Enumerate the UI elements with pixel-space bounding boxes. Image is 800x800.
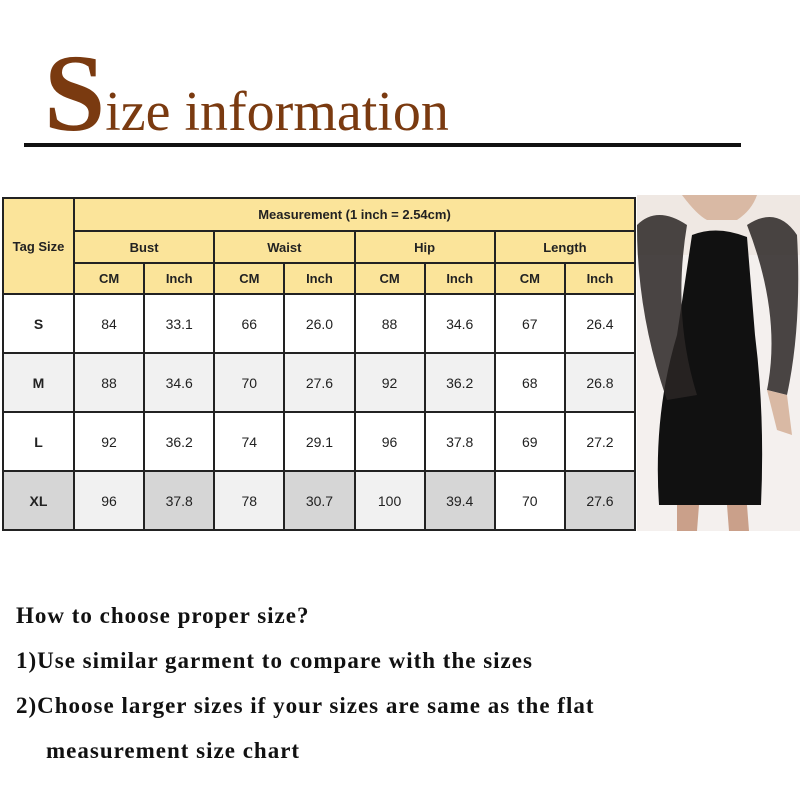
value-cell: 27.6 <box>283 352 356 413</box>
value-cell: 34.6 <box>143 352 216 413</box>
value-cell: 74 <box>213 411 286 472</box>
value-cell: 96 <box>353 411 426 472</box>
unit-header: CM <box>353 262 426 295</box>
unit-header: CM <box>493 262 566 295</box>
value-cell: 37.8 <box>143 470 216 531</box>
size-cell: M <box>2 352 75 413</box>
model-dress-photo <box>637 195 800 531</box>
value-cell: 92 <box>72 411 146 472</box>
title-divider <box>24 143 741 147</box>
value-cell: 27.2 <box>563 411 637 472</box>
value-cell: 36.2 <box>423 352 496 413</box>
tip-1: 1)Use similar garment to compare with th… <box>16 648 533 673</box>
size-cell: XL <box>2 470 75 531</box>
size-cell: S <box>2 293 75 354</box>
value-cell: 27.6 <box>563 470 637 531</box>
size-cell: L <box>2 411 75 472</box>
value-cell: 88 <box>353 293 426 354</box>
unit-header: Inch <box>563 262 637 295</box>
value-cell: 84 <box>72 293 146 354</box>
title-rest: ize information <box>105 81 449 143</box>
unit-header: Inch <box>283 262 356 295</box>
group-header: Length <box>493 230 637 264</box>
value-cell: 66 <box>213 293 286 354</box>
value-cell: 68 <box>493 352 566 413</box>
value-cell: 34.6 <box>423 293 496 354</box>
tips-heading: How to choose proper size? <box>16 603 310 628</box>
unit-header: CM <box>213 262 286 295</box>
value-cell: 88 <box>72 352 146 413</box>
tip-2: 2)Choose larger sizes if your sizes are … <box>16 693 595 718</box>
size-chart-table: Tag Size Measurement (1 inch = 2.54cm) B… <box>2 197 637 531</box>
unit-header: Inch <box>143 262 216 295</box>
value-cell: 78 <box>213 470 286 531</box>
group-header: Bust <box>72 230 216 264</box>
value-cell: 70 <box>493 470 566 531</box>
value-cell: 29.1 <box>283 411 356 472</box>
table-row: S 84 33.1 66 26.0 88 34.6 67 26.4 <box>2 293 637 354</box>
value-cell: 26.4 <box>563 293 637 354</box>
tip-2-continued: measurement size chart <box>46 738 301 763</box>
table-row: M 88 34.6 70 27.6 92 36.2 68 26.8 <box>2 352 637 413</box>
value-cell: 96 <box>72 470 146 531</box>
value-cell: 70 <box>213 352 286 413</box>
value-cell: 26.0 <box>283 293 356 354</box>
group-header: Hip <box>353 230 496 264</box>
value-cell: 39.4 <box>423 470 496 531</box>
group-header: Waist <box>213 230 356 264</box>
value-cell: 33.1 <box>143 293 216 354</box>
page-title: Size information <box>44 38 449 148</box>
value-cell: 100 <box>353 470 426 531</box>
value-cell: 67 <box>493 293 566 354</box>
value-cell: 26.8 <box>563 352 637 413</box>
table-row: L 92 36.2 74 29.1 96 37.8 69 27.2 <box>2 411 637 472</box>
measurement-header: Measurement (1 inch = 2.54cm) <box>73 197 636 232</box>
value-cell: 92 <box>353 352 426 413</box>
value-cell: 30.7 <box>283 470 356 531</box>
value-cell: 69 <box>493 411 566 472</box>
tag-size-header: Tag Size <box>2 197 75 295</box>
table-row: XL 96 37.8 78 30.7 100 39.4 70 27.6 <box>2 470 637 531</box>
unit-header: Inch <box>423 262 496 295</box>
value-cell: 37.8 <box>423 411 496 472</box>
value-cell: 36.2 <box>143 411 216 472</box>
unit-header: CM <box>72 262 146 295</box>
title-initial: S <box>44 32 106 154</box>
